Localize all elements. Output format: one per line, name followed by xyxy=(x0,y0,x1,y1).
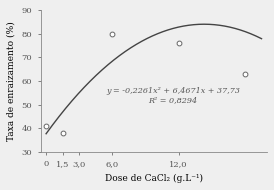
Point xyxy=(61,132,65,135)
Point xyxy=(44,124,48,127)
X-axis label: Dose de CaCl₂ (g.L⁻¹): Dose de CaCl₂ (g.L⁻¹) xyxy=(105,174,203,183)
Point xyxy=(243,72,247,75)
Point xyxy=(176,42,181,45)
Point xyxy=(110,32,115,35)
Text: y = -0,2261x² + 6,4671x + 37,73
R² = 0,8294: y = -0,2261x² + 6,4671x + 37,73 R² = 0,8… xyxy=(106,87,240,104)
Y-axis label: Taxa de enraizamento (%): Taxa de enraizamento (%) xyxy=(7,21,16,141)
